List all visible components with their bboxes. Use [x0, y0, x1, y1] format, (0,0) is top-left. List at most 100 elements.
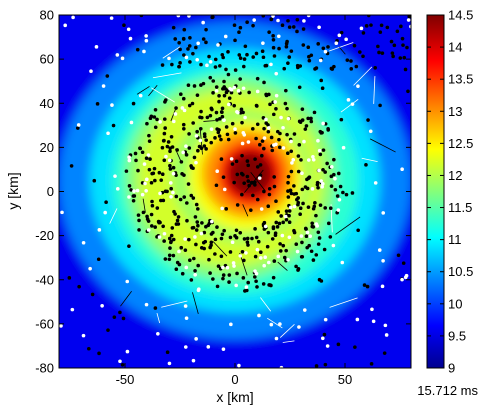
black-particle — [390, 51, 395, 55]
black-particle — [258, 163, 263, 167]
black-particle — [267, 186, 272, 191]
white-particle — [346, 98, 351, 102]
white-particle — [125, 349, 130, 354]
black-particle — [314, 253, 319, 257]
black-particle — [320, 86, 325, 91]
white-particle — [221, 118, 226, 123]
velocity-vector — [279, 323, 295, 338]
black-particle — [407, 15, 411, 19]
black-particle — [238, 56, 243, 60]
black-particle — [227, 96, 232, 100]
velocity-vector — [329, 42, 354, 52]
black-particle — [264, 63, 269, 68]
black-particle — [301, 201, 305, 206]
black-particle — [265, 244, 270, 249]
black-particle — [186, 47, 190, 51]
black-particle — [169, 186, 173, 191]
white-particle — [344, 37, 348, 42]
black-particle — [233, 131, 238, 135]
white-particle — [271, 15, 275, 18]
black-particle — [179, 160, 184, 164]
black-particle — [403, 67, 408, 72]
black-particle — [76, 126, 80, 130]
black-particle — [200, 221, 204, 225]
black-particle — [356, 228, 360, 233]
black-particle — [270, 237, 275, 241]
black-particle — [170, 226, 175, 230]
white-particle — [187, 15, 191, 18]
white-particle — [115, 53, 120, 57]
white-particle — [125, 279, 130, 284]
white-particle — [145, 177, 149, 182]
black-particle — [369, 23, 373, 27]
black-particle — [379, 23, 384, 28]
black-particle — [304, 124, 309, 128]
velocity-vector — [151, 87, 175, 103]
black-particle — [313, 201, 317, 205]
black-particle — [326, 221, 331, 226]
white-particle — [331, 243, 336, 248]
black-particle — [242, 258, 246, 263]
black-particle — [246, 243, 250, 247]
black-particle — [366, 118, 370, 122]
black-particle — [298, 206, 303, 211]
white-particle — [194, 337, 198, 341]
black-particle — [328, 235, 333, 239]
white-particle — [127, 158, 132, 163]
black-particle — [220, 53, 225, 57]
black-particle — [303, 185, 308, 189]
white-particle — [310, 187, 315, 191]
black-particle — [284, 217, 289, 222]
white-particle — [329, 165, 334, 169]
black-particle — [230, 162, 235, 166]
white-particle — [381, 259, 385, 263]
colorbar-tick-label: 14 — [448, 40, 462, 55]
white-particle — [266, 126, 271, 130]
white-particle — [302, 308, 307, 312]
black-particle — [207, 54, 211, 59]
black-particle — [301, 27, 306, 31]
black-particle — [187, 44, 192, 48]
black-particle — [237, 53, 242, 57]
white-particle — [340, 260, 345, 265]
black-particle — [271, 112, 276, 117]
black-particle — [297, 143, 302, 147]
black-particle — [247, 90, 251, 95]
black-particle — [303, 127, 308, 131]
white-particle — [320, 336, 325, 341]
black-particle — [250, 181, 254, 185]
black-particle — [181, 122, 186, 127]
black-particle — [222, 85, 226, 89]
velocity-vector — [340, 98, 359, 113]
white-particle — [276, 254, 281, 259]
velocity-vector — [142, 198, 146, 213]
black-particle — [137, 228, 141, 232]
black-particle — [104, 200, 108, 205]
black-particle — [285, 106, 289, 111]
black-particle — [276, 210, 281, 214]
y-tick-label: 60 — [40, 52, 54, 67]
black-particle — [216, 264, 221, 268]
black-particle — [137, 218, 141, 223]
white-particle — [255, 89, 260, 94]
black-particle — [215, 284, 220, 289]
black-particle — [373, 65, 377, 70]
white-particle — [220, 206, 224, 211]
black-particle — [105, 74, 110, 78]
black-particle — [228, 250, 233, 254]
black-particle — [221, 55, 225, 60]
black-particle — [146, 219, 151, 223]
white-particle — [278, 322, 282, 326]
black-particle — [138, 146, 143, 151]
black-particle — [259, 153, 264, 158]
y-tick-label: 80 — [40, 8, 54, 23]
white-particle — [162, 231, 167, 236]
white-particle — [323, 317, 328, 322]
white-particle — [325, 344, 330, 348]
white-particle — [262, 263, 267, 268]
heatmap-field — [59, 15, 411, 368]
black-particle — [275, 129, 280, 134]
black-particle — [232, 103, 237, 108]
white-particle — [183, 237, 187, 241]
white-particle — [76, 123, 81, 127]
